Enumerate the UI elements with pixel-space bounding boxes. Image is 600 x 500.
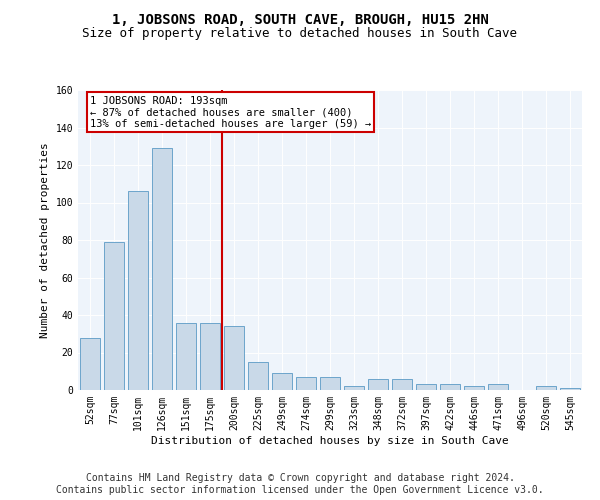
Bar — [536, 386, 556, 390]
Bar — [296, 377, 316, 390]
Bar — [320, 377, 340, 390]
Bar — [368, 379, 388, 390]
Bar — [392, 379, 412, 390]
Bar — [80, 338, 100, 390]
Text: 1 JOBSONS ROAD: 193sqm
← 87% of detached houses are smaller (400)
13% of semi-de: 1 JOBSONS ROAD: 193sqm ← 87% of detached… — [90, 96, 371, 129]
Bar — [344, 386, 364, 390]
Bar — [104, 242, 124, 390]
Bar — [464, 386, 484, 390]
Bar — [248, 362, 268, 390]
Y-axis label: Number of detached properties: Number of detached properties — [40, 142, 50, 338]
Text: 1, JOBSONS ROAD, SOUTH CAVE, BROUGH, HU15 2HN: 1, JOBSONS ROAD, SOUTH CAVE, BROUGH, HU1… — [112, 12, 488, 26]
Text: Size of property relative to detached houses in South Cave: Size of property relative to detached ho… — [83, 28, 517, 40]
Bar — [488, 384, 508, 390]
Bar — [224, 326, 244, 390]
Bar — [152, 148, 172, 390]
Text: Contains HM Land Registry data © Crown copyright and database right 2024.
Contai: Contains HM Land Registry data © Crown c… — [56, 474, 544, 495]
Bar — [200, 322, 220, 390]
Bar — [560, 388, 580, 390]
Bar — [416, 384, 436, 390]
Bar — [176, 322, 196, 390]
Bar — [272, 373, 292, 390]
Bar — [128, 191, 148, 390]
Bar — [440, 384, 460, 390]
X-axis label: Distribution of detached houses by size in South Cave: Distribution of detached houses by size … — [151, 436, 509, 446]
